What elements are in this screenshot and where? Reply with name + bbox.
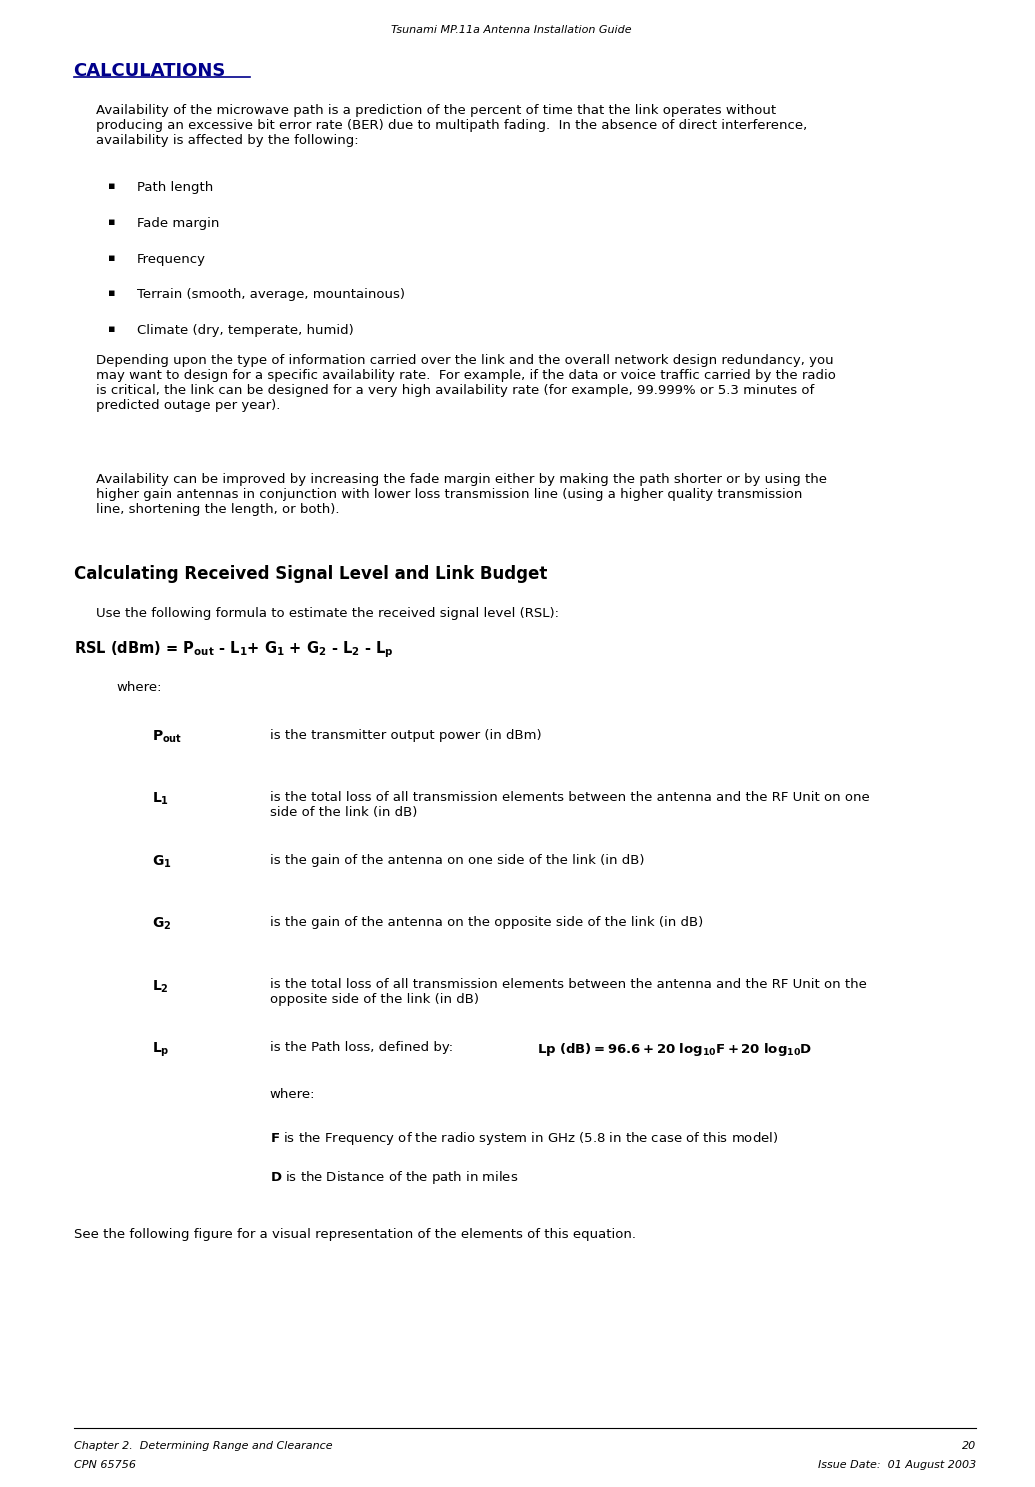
Text: Availability can be improved by increasing the fade margin either by making the : Availability can be improved by increasi… bbox=[96, 473, 827, 516]
Text: Calculating Received Signal Level and Link Budget: Calculating Received Signal Level and Li… bbox=[73, 565, 546, 583]
Text: Use the following formula to estimate the received signal level (RSL):: Use the following formula to estimate th… bbox=[96, 607, 559, 620]
Text: ▪: ▪ bbox=[109, 217, 116, 228]
Text: See the following figure for a visual representation of the elements of this equ: See the following figure for a visual re… bbox=[73, 1228, 635, 1242]
Text: $\mathbf{D}$ is the Distance of the path in miles: $\mathbf{D}$ is the Distance of the path… bbox=[270, 1169, 519, 1185]
Text: is the total loss of all transmission elements between the antenna and the RF Un: is the total loss of all transmission el… bbox=[270, 978, 866, 1007]
Text: Chapter 2.  Determining Range and Clearance: Chapter 2. Determining Range and Clearan… bbox=[73, 1441, 332, 1451]
Text: CPN 65756: CPN 65756 bbox=[73, 1460, 136, 1471]
Text: is the total loss of all transmission elements between the antenna and the RF Un: is the total loss of all transmission el… bbox=[270, 791, 869, 819]
Text: Fade margin: Fade margin bbox=[137, 217, 219, 230]
Text: ▪: ▪ bbox=[109, 253, 116, 263]
Text: is the transmitter output power (in dBm): is the transmitter output power (in dBm) bbox=[270, 729, 541, 742]
Text: Terrain (smooth, average, mountainous): Terrain (smooth, average, mountainous) bbox=[137, 288, 405, 302]
Text: ▪: ▪ bbox=[109, 288, 116, 299]
Text: L$_{\mathbf{p}}$: L$_{\mathbf{p}}$ bbox=[152, 1041, 170, 1059]
Text: is the gain of the antenna on the opposite side of the link (in dB): is the gain of the antenna on the opposi… bbox=[270, 916, 703, 929]
Text: ▪: ▪ bbox=[109, 181, 116, 192]
Text: 20: 20 bbox=[962, 1441, 976, 1451]
Text: Depending upon the type of information carried over the link and the overall net: Depending upon the type of information c… bbox=[96, 354, 836, 412]
Text: L$_{\mathbf{1}}$: L$_{\mathbf{1}}$ bbox=[152, 791, 170, 807]
Text: P$_{\mathbf{out}}$: P$_{\mathbf{out}}$ bbox=[152, 729, 182, 745]
Text: Path length: Path length bbox=[137, 181, 213, 195]
Text: Issue Date:  01 August 2003: Issue Date: 01 August 2003 bbox=[818, 1460, 976, 1471]
Text: Frequency: Frequency bbox=[137, 253, 206, 266]
Text: is the Path loss, defined by:: is the Path loss, defined by: bbox=[270, 1041, 453, 1054]
Text: G$_{\mathbf{1}}$: G$_{\mathbf{1}}$ bbox=[152, 854, 172, 870]
Text: $\mathbf{Lp\ (dB) = 96.6 + 20\ log_{10}F + 20\ log_{10}D}$: $\mathbf{Lp\ (dB) = 96.6 + 20\ log_{10}F… bbox=[537, 1041, 812, 1057]
Text: where:: where: bbox=[117, 681, 162, 694]
Text: where:: where: bbox=[270, 1088, 316, 1102]
Text: $\mathbf{F}$ is the Frequency of the radio system in GHz (5.8 in the case of thi: $\mathbf{F}$ is the Frequency of the rad… bbox=[270, 1130, 778, 1146]
Text: Availability of the microwave path is a prediction of the percent of time that t: Availability of the microwave path is a … bbox=[96, 104, 807, 147]
Text: G$_{\mathbf{2}}$: G$_{\mathbf{2}}$ bbox=[152, 916, 172, 932]
Text: RSL (dBm) = P$_{\mathbf{out}}$ - L$_{\mathbf{1}}$+ G$_{\mathbf{1}}$ + G$_{\mathb: RSL (dBm) = P$_{\mathbf{out}}$ - L$_{\ma… bbox=[73, 639, 393, 660]
Text: L$_{\mathbf{2}}$: L$_{\mathbf{2}}$ bbox=[152, 978, 169, 995]
Text: CALCULATIONS: CALCULATIONS bbox=[73, 62, 226, 80]
Text: is the gain of the antenna on one side of the link (in dB): is the gain of the antenna on one side o… bbox=[270, 854, 644, 867]
Text: Climate (dry, temperate, humid): Climate (dry, temperate, humid) bbox=[137, 324, 354, 338]
Text: ▪: ▪ bbox=[109, 324, 116, 335]
Text: Tsunami MP.11a Antenna Installation Guide: Tsunami MP.11a Antenna Installation Guid… bbox=[390, 25, 631, 36]
